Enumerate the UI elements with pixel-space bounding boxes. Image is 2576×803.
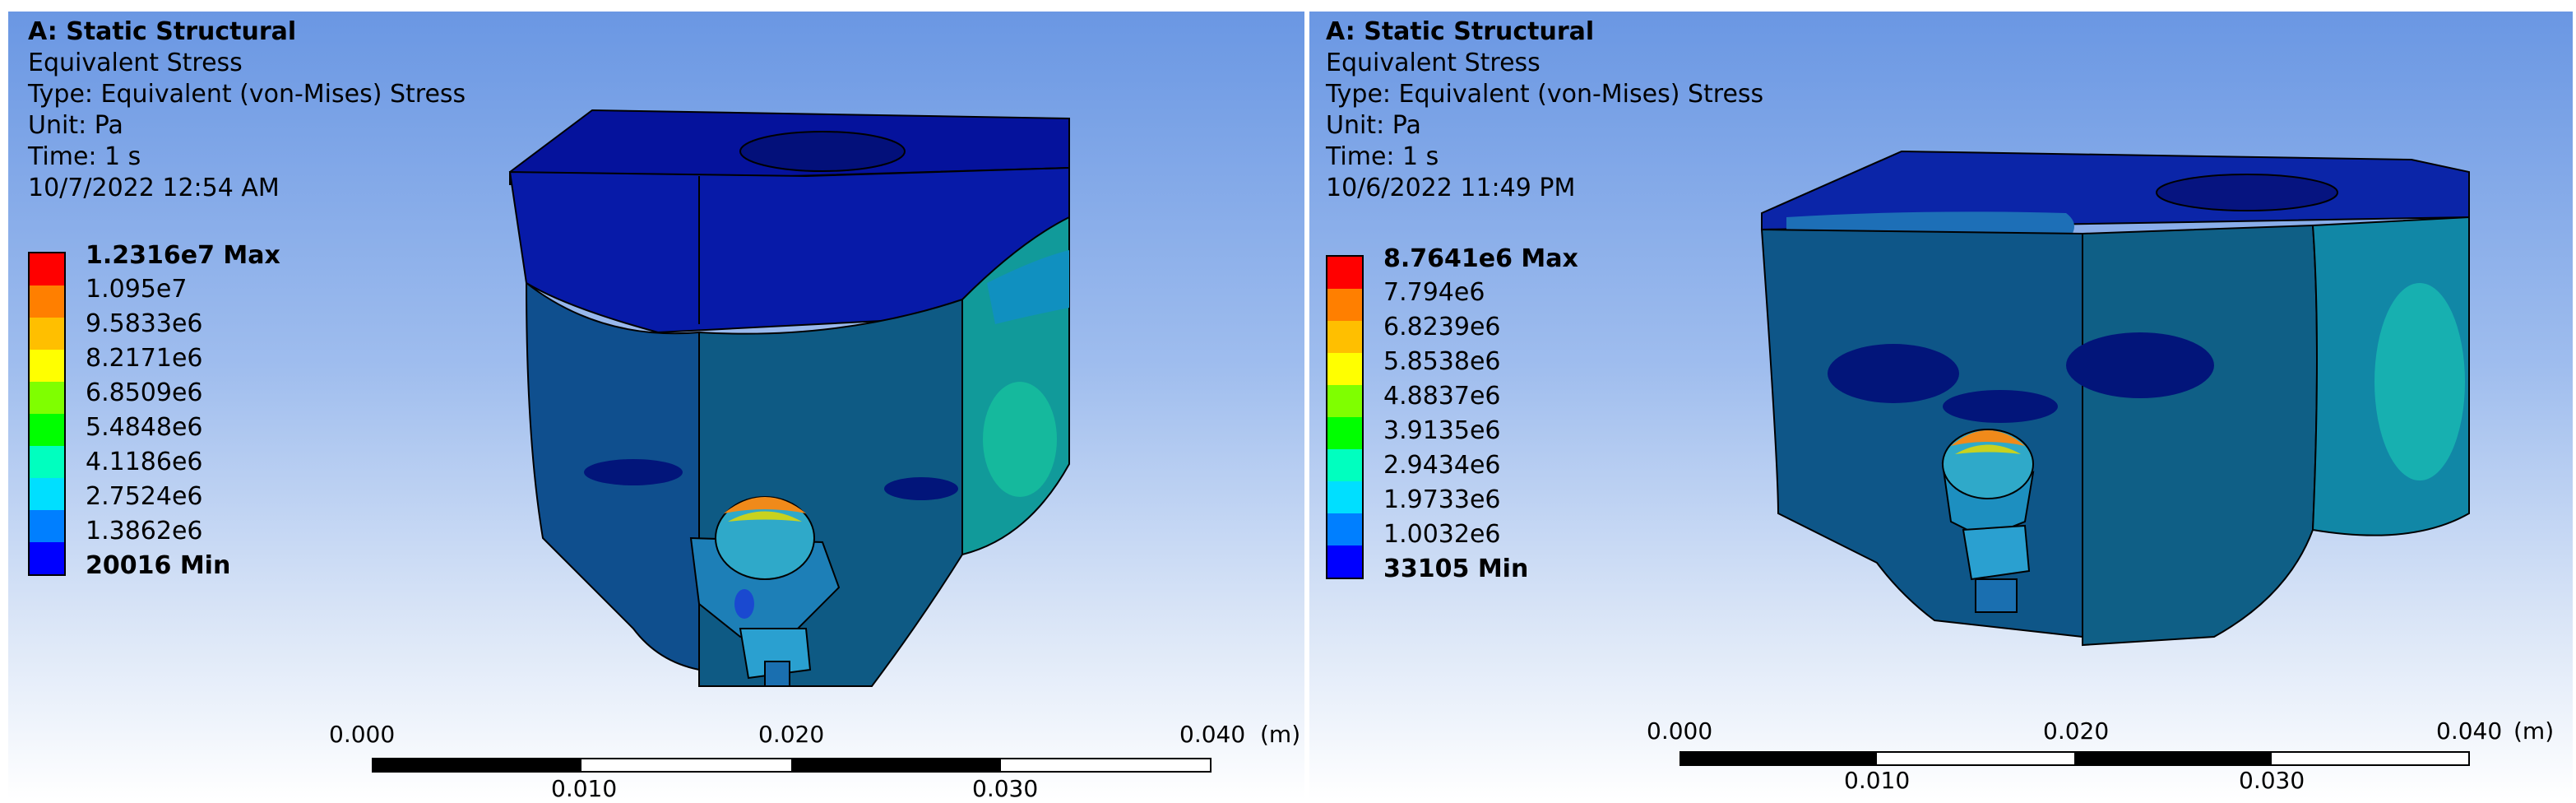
result-unit: Unit: Pa — [28, 111, 123, 140]
result-time: Time: 1 s — [1326, 142, 1439, 171]
scale-tick-10: 0.010 — [1844, 767, 1911, 794]
result-header-right: A: Static Structural Equivalent Stress T… — [1326, 16, 1763, 204]
legend-band — [30, 253, 64, 285]
analysis-title: A: Static Structural — [28, 17, 297, 46]
legend-label: 5.4848e6 — [86, 413, 203, 442]
scale-tick-40: 0.040 — [1179, 721, 1246, 748]
scale-unit: (m) — [1260, 721, 1301, 748]
scale-tick-10: 0.010 — [551, 775, 618, 800]
legend-band — [30, 478, 64, 510]
legend-color-bar — [1326, 255, 1364, 579]
legend-band — [30, 382, 64, 414]
legend-band — [30, 510, 64, 542]
legend-band — [1327, 321, 1362, 353]
scale-bar-right: 0.000 0.020 0.040 (m) 0.010 0.030 — [1647, 717, 2568, 800]
result-name: Equivalent Stress — [28, 49, 243, 77]
result-timestamp: 10/7/2022 12:54 AM — [28, 174, 280, 202]
stress-contour-model-left[interactable] — [493, 94, 1086, 703]
viewport-divider — [1304, 12, 1309, 800]
legend-band — [1327, 385, 1362, 417]
legend-band — [30, 318, 64, 350]
legend-band — [1327, 353, 1362, 385]
stress-contour-model-right[interactable] — [1754, 135, 2477, 661]
legend-band — [30, 350, 64, 382]
legend-band — [1327, 545, 1362, 578]
result-name: Equivalent Stress — [1326, 49, 1541, 77]
legend-label: 8.2171e6 — [86, 344, 203, 373]
legend-label: 7.794e6 — [1383, 278, 1485, 307]
scale-tick-30: 0.030 — [2239, 767, 2305, 794]
result-type: Type: Equivalent (von-Mises) Stress — [1326, 80, 1764, 109]
graphics-viewport-right[interactable]: A: Static Structural Equivalent Stress T… — [1309, 12, 2573, 800]
legend-label: 1.095e7 — [86, 275, 188, 304]
legend-band — [1327, 449, 1362, 481]
scale-unit: (m) — [2513, 717, 2555, 745]
legend-label: 5.8538e6 — [1383, 347, 1501, 376]
legend-band — [1327, 481, 1362, 513]
legend-max-label: 1.2316e7 Max — [86, 241, 280, 270]
analysis-title: A: Static Structural — [1326, 17, 1595, 46]
legend-band — [30, 542, 64, 574]
legend-band — [30, 414, 64, 446]
result-time: Time: 1 s — [28, 142, 141, 171]
legend-color-bar — [28, 252, 66, 576]
legend-label: 1.0032e6 — [1383, 520, 1501, 549]
result-unit: Unit: Pa — [1326, 111, 1421, 140]
legend-band — [1327, 289, 1362, 321]
scale-tick-20: 0.020 — [2043, 717, 2110, 745]
scale-tick-30: 0.030 — [972, 775, 1039, 800]
scale-tick-0: 0.000 — [329, 721, 396, 748]
scale-tick-40: 0.040 — [2436, 717, 2503, 745]
legend-band — [1327, 417, 1362, 449]
legend-max-label: 8.7641e6 Max — [1383, 244, 1578, 273]
legend-label: 4.8837e6 — [1383, 382, 1501, 411]
legend-label: 9.5833e6 — [86, 309, 203, 338]
legend-min-label: 33105 Min — [1383, 555, 1529, 583]
legend-label: 2.7524e6 — [86, 482, 203, 511]
legend-label: 6.8509e6 — [86, 378, 203, 407]
legend-min-label: 20016 Min — [86, 551, 231, 580]
legend-label: 3.9135e6 — [1383, 416, 1501, 445]
legend-band — [1327, 257, 1362, 289]
graphics-viewport-left[interactable]: A: Static Structural Equivalent Stress T… — [8, 12, 1304, 800]
legend-label: 6.8239e6 — [1383, 313, 1501, 341]
scale-tick-0: 0.000 — [1647, 717, 1713, 745]
result-timestamp: 10/6/2022 11:49 PM — [1326, 174, 1576, 202]
legend-band — [1327, 513, 1362, 545]
result-type: Type: Equivalent (von-Mises) Stress — [28, 80, 466, 109]
legend-label: 2.9434e6 — [1383, 451, 1501, 480]
legend-label: 1.9733e6 — [1383, 485, 1501, 514]
scale-ruler — [372, 758, 1212, 773]
legend-label: 1.3862e6 — [86, 517, 203, 545]
scale-tick-20: 0.020 — [758, 721, 825, 748]
legend-band — [30, 285, 64, 318]
legend-label: 4.1186e6 — [86, 448, 203, 476]
scale-ruler — [1679, 751, 2470, 766]
scale-bar-left: 0.000 0.020 0.040 (m) 0.010 0.030 — [321, 721, 1304, 800]
result-header-left: A: Static Structural Equivalent Stress T… — [28, 16, 466, 204]
legend-band — [30, 446, 64, 478]
